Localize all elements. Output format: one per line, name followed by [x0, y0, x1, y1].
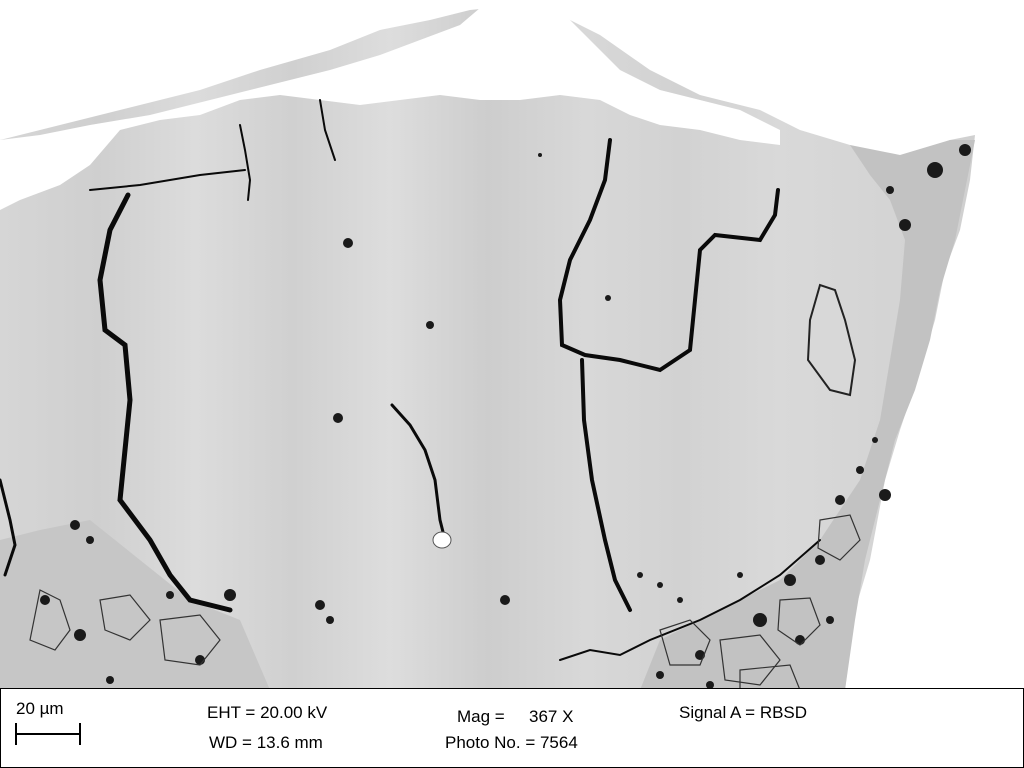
photo-number: Photo No. = 7564 [445, 733, 578, 752]
wd-readout: WD = 13.6 mm [209, 733, 323, 752]
sample-body [0, 5, 975, 690]
signal-readout: Signal A = RBSD [679, 703, 808, 722]
pores [40, 144, 971, 689]
eht-readout: EHT = 20.00 kV [207, 703, 328, 722]
crack-network [0, 99, 821, 661]
bright-spot [432, 531, 452, 549]
sem-data-bar: 20 µm EHT = 20.00 kV WD = 13.6 mm Mag = … [0, 688, 1024, 768]
bright-region [0, 0, 780, 210]
scale-bar-tick-left [15, 723, 17, 745]
mag-value: 367 X [529, 707, 574, 726]
scale-bar [15, 733, 81, 735]
grain-boundaries [29, 514, 861, 690]
mag-label: Mag = [457, 707, 505, 726]
inclusion [806, 283, 857, 397]
porous-rim [640, 140, 975, 690]
scale-bar-tick-right [79, 723, 81, 745]
porous-lower-left [0, 520, 270, 690]
sem-micrograph [0, 0, 975, 690]
scale-bar-label: 20 µm [16, 699, 64, 718]
